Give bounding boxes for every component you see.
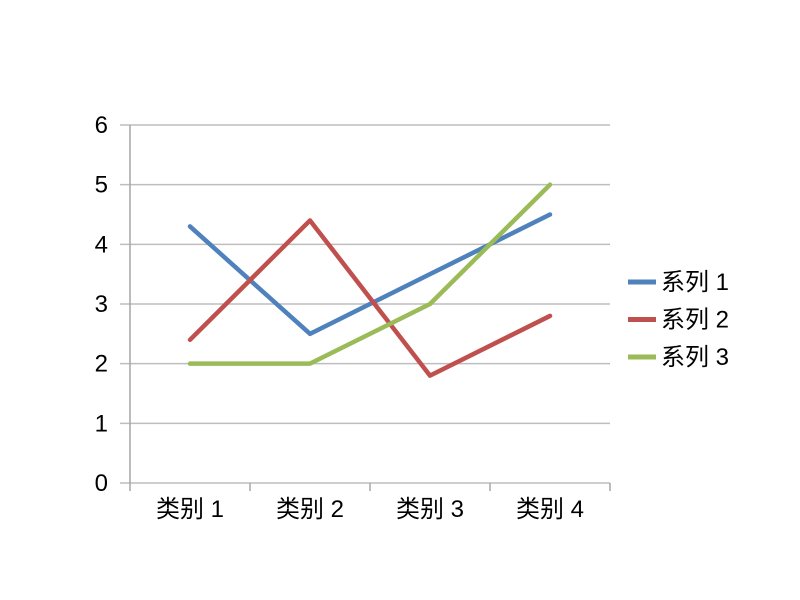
y-axis-tick-label: 2 [95, 351, 108, 378]
x-axis-category-label: 类别 3 [396, 496, 464, 523]
x-axis-category-label: 类别 1 [156, 496, 224, 523]
y-axis-tick-label: 6 [95, 112, 108, 139]
legend-label-2: 系列 2 [661, 307, 729, 334]
y-axis-tick-label: 0 [95, 470, 108, 497]
series-line-2 [187, 218, 553, 378]
y-axis-tick-label: 5 [95, 172, 108, 199]
series-line-3 [187, 182, 553, 366]
legend-label-1: 系列 1 [661, 269, 729, 296]
x-axis-category-label: 类别 2 [276, 496, 344, 523]
series-line-1 [187, 212, 553, 337]
legend-label-3: 系列 3 [661, 344, 729, 371]
y-axis-tick-label: 4 [95, 231, 108, 258]
y-axis-tick-label: 3 [95, 291, 108, 318]
x-axis-category-label: 类别 4 [516, 496, 584, 523]
y-axis-tick-label: 1 [95, 410, 108, 437]
